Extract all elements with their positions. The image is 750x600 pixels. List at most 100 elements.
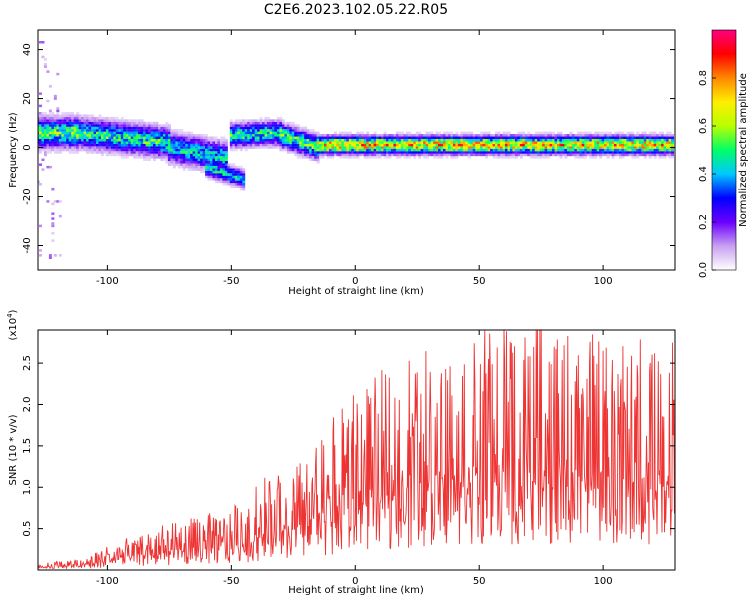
spectrogram-cell — [212, 158, 216, 162]
spectrogram-cell — [648, 151, 652, 154]
spectrogram-cell — [269, 129, 273, 132]
spectrogram-cell — [259, 143, 263, 147]
spectrogram-cell — [123, 131, 127, 135]
spectrogram-cell — [291, 136, 295, 140]
spectrogram-cell — [331, 156, 335, 159]
spectrogram-cell — [504, 138, 508, 142]
spectrogram-cell — [108, 151, 112, 154]
spectrogram-cell — [219, 168, 223, 171]
spectrogram-cell — [91, 143, 95, 147]
spectrogram-cell — [504, 143, 508, 147]
spectrogram-cell — [138, 156, 142, 159]
spectrogram-cell — [267, 131, 271, 135]
spectrogram-cell — [509, 148, 513, 152]
spectrogram-cell — [175, 151, 179, 154]
spectrogram-cell — [274, 129, 278, 132]
spectrogram-cell — [207, 175, 211, 179]
spectrogram-cell — [100, 136, 104, 140]
spectrogram-cell — [529, 141, 533, 144]
spectrogram-cell — [328, 156, 332, 159]
spectrogram-cell — [269, 124, 273, 127]
spectrogram-x-tick-label: -100 — [96, 276, 119, 287]
spectrogram-cell — [594, 156, 598, 159]
spectrogram-cell — [544, 136, 548, 140]
spectrogram-cell — [125, 138, 129, 142]
spectrogram-cell — [286, 151, 290, 154]
spectrogram-cell — [155, 146, 159, 149]
spectrogram-cell — [267, 143, 271, 147]
spectrogram-cell — [103, 151, 107, 154]
spectrogram-cell — [71, 141, 75, 144]
spectrogram-cell — [502, 143, 506, 147]
spectrogram-cell — [214, 163, 218, 166]
spectrogram-cell — [584, 148, 588, 152]
spectrogram-cell — [509, 146, 513, 149]
spectrogram-cell — [623, 153, 627, 157]
spectrogram-cell — [76, 136, 80, 140]
spectrogram-cell — [115, 121, 119, 125]
spectrogram-cell — [296, 146, 300, 149]
spectrogram-cell — [155, 136, 159, 140]
spectrogram-cell — [628, 146, 632, 149]
spectrogram-cell — [376, 153, 380, 157]
spectrogram-cell — [237, 126, 241, 130]
spectrogram-cell — [438, 141, 442, 144]
spectrogram-cell — [361, 136, 365, 140]
spectrogram-cell — [487, 131, 491, 135]
spectrogram-cell — [130, 129, 134, 132]
spectrogram-cell — [333, 143, 337, 147]
spectrogram-cell — [425, 131, 429, 135]
spectrogram-cell — [418, 153, 422, 157]
spectrogram-cell — [564, 153, 568, 157]
spectrogram-cell — [480, 146, 484, 149]
spectrogram-cell — [319, 136, 323, 140]
spectrogram-cell — [252, 143, 256, 147]
spectrogram-cell — [259, 121, 263, 125]
spectrogram-cell — [470, 146, 474, 149]
spectrogram-cell — [269, 141, 273, 144]
spectrogram-cell — [281, 148, 285, 152]
spectrogram-cell — [51, 119, 55, 122]
spectrogram-cell — [309, 141, 313, 144]
spectrogram-cell — [529, 138, 533, 142]
spectrogram-cell — [123, 136, 127, 140]
spectrogram-cell — [633, 141, 637, 144]
spectrogram-cell — [462, 141, 466, 144]
spectrogram-cell — [118, 121, 122, 125]
spectrogram-cell — [309, 129, 313, 132]
spectrogram-cell — [51, 212, 55, 215]
spectrogram-cell — [480, 141, 484, 144]
spectrogram-cell — [76, 151, 80, 154]
spectrogram-cell — [618, 146, 622, 149]
spectrogram-cell — [276, 126, 280, 130]
spectrogram-cell — [547, 148, 551, 152]
spectrogram-cell — [242, 146, 246, 149]
spectrogram-cell — [405, 141, 409, 144]
spectrogram-cell — [504, 146, 508, 149]
spectrogram-cell — [48, 109, 52, 113]
spectrogram-cell — [599, 138, 603, 142]
spectrogram-cell — [212, 168, 216, 171]
spectrogram-cell — [182, 156, 186, 159]
spectrogram-cell — [395, 141, 399, 144]
spectrogram-cell — [167, 131, 171, 135]
spectrogram-cell — [214, 165, 218, 169]
spectrogram-cell — [371, 151, 375, 154]
spectrogram-cell — [152, 129, 156, 132]
spectrogram-cell — [584, 141, 588, 144]
spectrogram-cell — [311, 151, 315, 154]
spectrogram-cell — [371, 134, 375, 137]
spectrogram-cell — [405, 136, 409, 140]
spectrogram-cell — [91, 121, 95, 125]
spectrogram-cell — [43, 119, 47, 122]
spectrogram-cell — [321, 141, 325, 144]
spectrogram-cell — [314, 158, 318, 162]
spectrogram-cell — [200, 151, 204, 154]
spectrogram-cell — [643, 138, 647, 142]
spectrogram-cell — [38, 151, 42, 154]
spectrogram-cell — [304, 143, 308, 147]
spectrogram-cell — [100, 126, 104, 130]
spectrogram-cell — [224, 180, 228, 184]
spectrogram-cell — [157, 156, 161, 159]
spectrogram-cell — [591, 148, 595, 152]
